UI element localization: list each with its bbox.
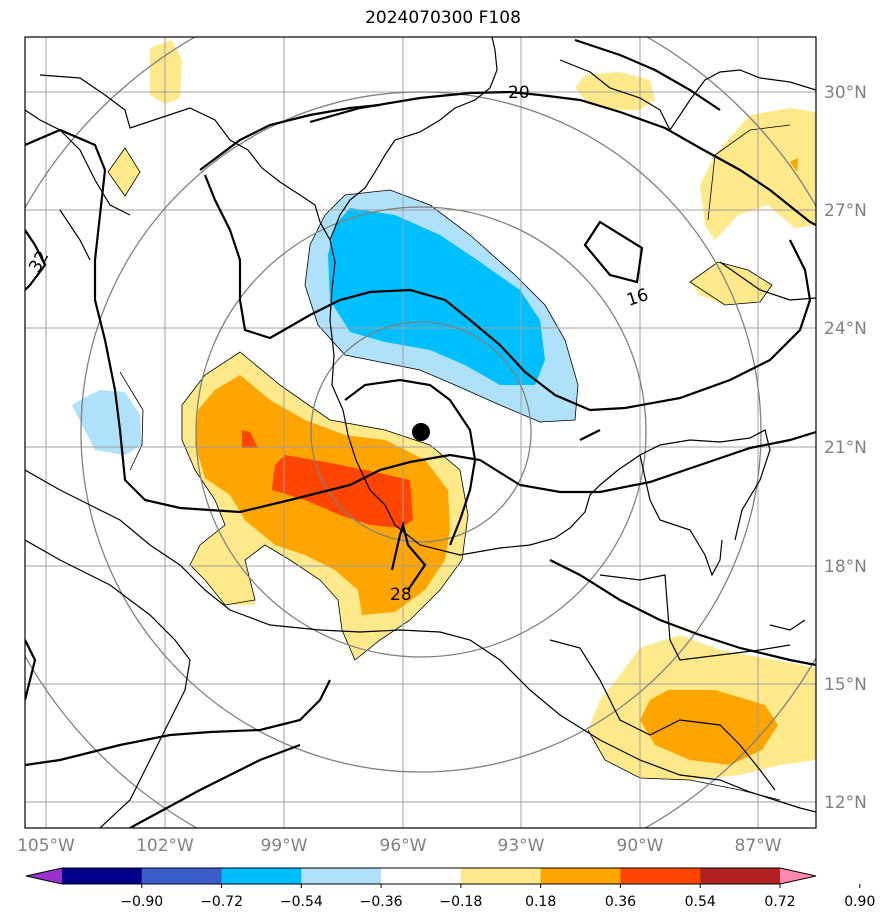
contour-ne — [574, 38, 721, 111]
lat-label: 18°N — [824, 557, 867, 577]
state-line-1 — [25, 539, 191, 828]
contour-label-32: 32 — [25, 247, 53, 276]
colorbar-segment — [62, 868, 143, 884]
colorbar-segment — [620, 868, 701, 884]
colorbar-tick-label: −0.72 — [200, 894, 243, 910]
yucatan-coast — [639, 454, 723, 577]
contour-south — [25, 679, 331, 767]
lat-label: 15°N — [824, 675, 867, 695]
colorbar-tick-label: 0.36 — [605, 894, 636, 910]
lat-label: 24°N — [824, 319, 867, 339]
contour-28 — [390, 520, 427, 591]
lon-label: 93°W — [498, 836, 545, 856]
fill-yellow-diamond — [108, 148, 140, 196]
state-line-2 — [59, 209, 91, 261]
colorbar-tick-label: −0.36 — [360, 894, 403, 910]
colorbar-outline — [25, 867, 817, 885]
storm-center-marker — [412, 423, 430, 441]
fill-yellow-nw — [150, 40, 182, 104]
contour-east-ring — [549, 559, 816, 667]
lon-label: 105°W — [17, 836, 75, 856]
lon-label: 87°W — [735, 836, 782, 856]
lat-label: 21°N — [824, 438, 867, 458]
lat-label: 27°N — [824, 201, 867, 221]
contour-20 — [309, 90, 816, 226]
contour-label-16: 16 — [624, 285, 651, 311]
colorbar: −0.90 −0.72 −0.54 −0.36 −0.18 0.18 0.36 0.54 0.7… — [25, 867, 875, 910]
contour-32-west — [25, 229, 47, 291]
contour-label-20: 20 — [508, 83, 530, 103]
colorbar-tick-label: 0.72 — [764, 894, 795, 910]
map-frame — [24, 36, 817, 829]
fill-yellow-east2 — [690, 262, 772, 305]
contour-outer-west — [25, 128, 816, 514]
cuba — [719, 261, 816, 301]
colorbar-tick-label: −0.90 — [120, 894, 163, 910]
colorbar-segment — [700, 868, 781, 884]
contour-hurricane — [344, 378, 477, 546]
lon-label: 90°W — [617, 836, 664, 856]
lat-label: 30°N — [824, 83, 867, 103]
fill-yellow-ne — [575, 72, 655, 110]
gridlines — [25, 37, 816, 828]
contour-inner — [203, 174, 812, 412]
central-borders-2 — [549, 639, 776, 791]
colorbar-extend-min — [26, 868, 62, 884]
colorbar-tick-label: 0.54 — [685, 894, 716, 910]
colorbar-segment — [301, 868, 382, 884]
lat-labels: 30°N 27°N 24°N 21°N 18°N 15°N 12°N — [824, 83, 867, 813]
mexico-pacific — [25, 469, 441, 633]
fill-light-blue-west — [72, 390, 142, 455]
fill-orange-se — [640, 690, 778, 765]
colorbar-segment — [460, 868, 542, 884]
lon-labels: 105°W 102°W 99°W 96°W 93°W 90°W 87°W — [17, 836, 782, 856]
map-content: 20 16 32 28 — [25, 37, 816, 828]
us-coast-north — [329, 37, 498, 241]
fill-red-spot — [242, 430, 258, 448]
colorbar-segment — [221, 868, 302, 884]
anomaly-outlines — [107, 124, 791, 801]
colorbar-segment — [381, 868, 462, 884]
colorbar-tick-label: 0.90 — [844, 894, 875, 910]
colorbar-segment — [141, 868, 223, 884]
florida-coast — [559, 59, 816, 132]
mexico-border-n — [25, 109, 131, 216]
contour-label-28: 28 — [390, 585, 412, 605]
contour-south-2 — [129, 743, 301, 828]
anomaly-fills — [72, 40, 816, 780]
colorbar-segment — [540, 868, 621, 884]
lon-label: 96°W — [380, 836, 427, 856]
contour-se — [579, 429, 601, 441]
contour-gulf — [199, 103, 381, 171]
colorbar-tick-label: −0.18 — [439, 894, 482, 910]
map-title: 2024070300 F108 — [365, 8, 521, 28]
colorbar-tick-label: −0.54 — [280, 894, 323, 910]
central-america — [439, 631, 816, 813]
lon-label: 102°W — [136, 836, 194, 856]
fill-red-center — [272, 455, 413, 528]
gulf-coast — [39, 74, 771, 556]
colorbar-tick-label: 0.18 — [525, 894, 556, 910]
height-contours — [25, 38, 816, 828]
contour-16 — [583, 220, 644, 284]
lon-label: 99°W — [261, 836, 308, 856]
colorbar-extend-max — [780, 868, 816, 884]
fill-orange-east-spot — [790, 158, 798, 172]
bahamas — [769, 619, 806, 631]
lat-label: 12°N — [824, 793, 867, 813]
coastlines — [25, 37, 816, 828]
contour-south-west — [25, 639, 37, 701]
